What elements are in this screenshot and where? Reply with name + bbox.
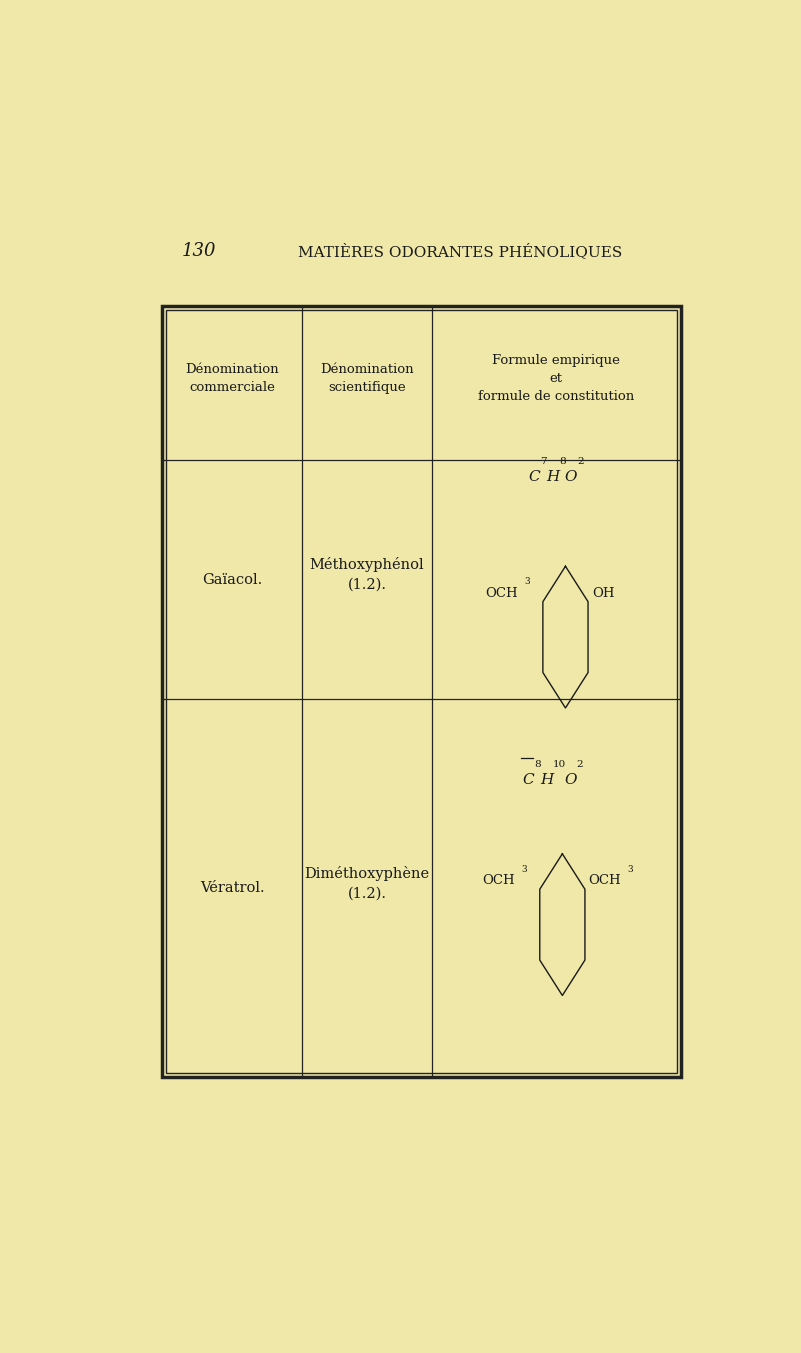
Text: MATIÈRES ODORANTES PHÉNOLIQUES: MATIÈRES ODORANTES PHÉNOLIQUES [298, 244, 622, 258]
Text: 10: 10 [553, 760, 566, 770]
Text: 130: 130 [182, 242, 217, 260]
Text: Gaïacol.: Gaïacol. [202, 572, 262, 587]
Text: 2: 2 [577, 760, 583, 770]
Text: C: C [528, 469, 540, 484]
Text: H: H [540, 773, 553, 787]
Text: C: C [522, 773, 533, 787]
Text: OCH: OCH [485, 587, 517, 599]
Text: 3: 3 [628, 865, 634, 874]
Bar [166, 310, 677, 1073]
Text: OCH: OCH [482, 874, 515, 888]
Text: 7: 7 [540, 457, 546, 467]
Text: Méthoxyphénol
(1.2).: Méthoxyphénol (1.2). [310, 557, 425, 591]
Text: Formule empirique
et
formule de constitution: Formule empirique et formule de constitu… [478, 353, 634, 402]
Text: OH: OH [592, 587, 614, 599]
Text: OCH: OCH [589, 874, 622, 888]
Text: Dénomination
scientifique: Dénomination scientifique [320, 363, 414, 394]
Text: Diméthoxyphène
(1.2).: Diméthoxyphène (1.2). [304, 866, 429, 900]
Bar [162, 306, 681, 1077]
Text: 2: 2 [578, 457, 584, 467]
Text: H: H [546, 469, 559, 484]
Text: O: O [564, 773, 577, 787]
Text: 3: 3 [521, 865, 527, 874]
Text: O: O [565, 469, 578, 484]
Text: Dénomination
commerciale: Dénomination commerciale [185, 363, 279, 394]
Text: Vératrol.: Vératrol. [200, 881, 264, 896]
Text: 3: 3 [525, 578, 530, 586]
Text: 8: 8 [559, 457, 566, 467]
Text: 8: 8 [533, 760, 541, 770]
